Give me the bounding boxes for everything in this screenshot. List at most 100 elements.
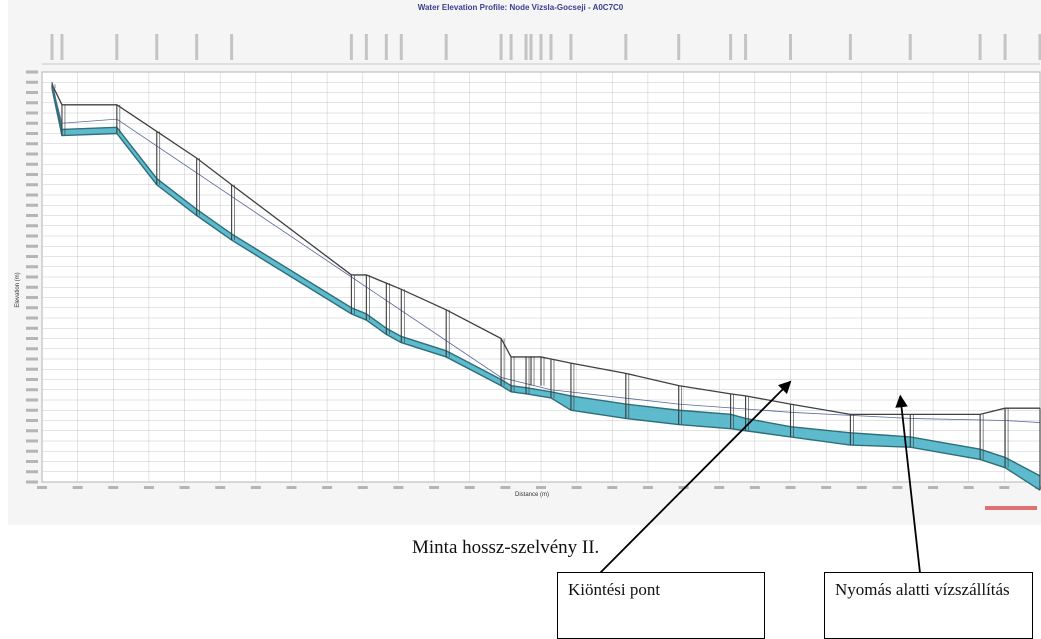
chart-title: Water Elevation Profile: Node Vizsla-Goc… xyxy=(417,3,624,12)
node-label-mark xyxy=(115,34,119,60)
node-label-strip xyxy=(42,34,1041,65)
x-tick-mark xyxy=(37,486,47,489)
y-tick-mark xyxy=(26,460,38,463)
node-label-mark xyxy=(509,34,513,60)
node-label-mark xyxy=(848,34,852,60)
figure-caption: Minta hossz-szelvény II. xyxy=(412,537,600,558)
x-tick-mark xyxy=(999,486,1010,489)
node-label-mark xyxy=(155,34,159,60)
y-tick-mark xyxy=(26,470,38,474)
x-tick-mark xyxy=(963,486,974,489)
y-axis-label: Elevation (m) xyxy=(15,272,21,307)
water-fill xyxy=(51,82,1041,491)
y-tick-mark xyxy=(26,265,38,269)
y-tick-mark xyxy=(26,429,38,433)
x-tick-mark xyxy=(108,486,119,489)
node-label-mark xyxy=(444,34,448,60)
x-tick-mark xyxy=(322,486,333,489)
x-tick-mark xyxy=(500,486,511,489)
chart-grid xyxy=(41,71,1041,483)
callout-arrow xyxy=(895,394,921,574)
x-tick-mark xyxy=(464,486,475,489)
y-tick-mark xyxy=(26,203,38,207)
callout-arrows xyxy=(599,380,1037,574)
y-tick-mark xyxy=(26,173,38,176)
y-tick-mark xyxy=(26,439,38,443)
y-tick-mark xyxy=(26,480,38,484)
callout-outfall-label: Kiöntési pont xyxy=(568,580,661,599)
y-tick-mark xyxy=(26,162,38,166)
y-tick-mark xyxy=(26,347,38,351)
x-tick-mark xyxy=(72,486,83,489)
y-tick-mark xyxy=(26,449,38,453)
x-tick-mark xyxy=(856,486,867,489)
x-tick-mark xyxy=(393,486,404,489)
x-tick-mark xyxy=(179,486,190,489)
y-axis-ticks xyxy=(26,70,38,484)
x-tick-mark xyxy=(678,486,689,489)
y-tick-mark xyxy=(26,193,38,197)
x-tick-mark xyxy=(357,486,368,489)
water-body xyxy=(51,82,1041,491)
node-verticals xyxy=(51,84,1041,491)
node-label-mark xyxy=(677,34,681,60)
y-tick-mark xyxy=(26,80,38,84)
node-label-mark xyxy=(789,34,792,60)
y-tick-mark xyxy=(26,91,38,94)
x-tick-mark xyxy=(785,486,796,489)
node-label-mark xyxy=(529,34,533,60)
node-label-mark xyxy=(539,34,543,60)
footer-mark xyxy=(985,506,1037,510)
node-label-mark xyxy=(499,34,503,60)
x-tick-mark xyxy=(928,486,939,489)
y-tick-mark xyxy=(26,378,38,381)
y-tick-mark xyxy=(26,214,38,217)
y-tick-mark xyxy=(26,337,38,340)
callout-pressure: Nyomás alatti vízszállítás xyxy=(824,572,1033,639)
y-tick-mark xyxy=(26,183,38,187)
node-label-mark xyxy=(524,34,528,60)
y-tick-mark xyxy=(26,121,38,125)
x-tick-mark xyxy=(892,486,903,489)
node-label-mark xyxy=(384,34,388,60)
y-tick-mark xyxy=(26,111,38,115)
node-label-mark xyxy=(195,34,199,60)
node-label-mark xyxy=(230,34,234,60)
node-label-mark xyxy=(908,34,912,60)
x-tick-mark xyxy=(215,486,226,489)
node-label-mark xyxy=(1003,34,1007,60)
y-tick-mark xyxy=(26,132,38,135)
node-label-mark xyxy=(364,34,368,60)
y-tick-mark xyxy=(26,152,38,156)
y-tick-mark xyxy=(26,244,38,248)
x-tick-mark xyxy=(143,486,154,489)
y-tick-mark xyxy=(26,419,38,422)
x-tick-mark xyxy=(607,486,618,489)
x-axis-label: Distance (m) xyxy=(515,492,549,498)
series-line-pipe-invert xyxy=(51,88,1041,491)
y-tick-mark xyxy=(26,306,38,310)
y-tick-mark xyxy=(26,275,38,279)
y-tick-mark xyxy=(26,388,38,392)
x-tick-mark xyxy=(714,486,725,489)
x-tick-mark xyxy=(571,486,582,489)
y-tick-mark xyxy=(26,357,38,361)
node-label-mark xyxy=(1038,34,1041,60)
x-tick-mark xyxy=(286,486,297,489)
node-label-mark xyxy=(624,34,628,60)
callout-arrow xyxy=(599,380,792,574)
x-tick-mark xyxy=(821,486,832,489)
callout-outfall: Kiöntési pont xyxy=(557,572,765,639)
node-label-mark xyxy=(569,34,573,60)
node-label-mark xyxy=(978,34,982,60)
x-tick-mark xyxy=(536,486,546,489)
x-tick-mark xyxy=(749,486,760,489)
series-line-ground xyxy=(51,84,1040,416)
y-tick-mark xyxy=(26,367,38,371)
y-tick-mark xyxy=(26,296,38,299)
y-tick-mark xyxy=(26,285,38,289)
x-axis-ticks xyxy=(37,486,1041,489)
x-tick-mark xyxy=(250,486,261,489)
